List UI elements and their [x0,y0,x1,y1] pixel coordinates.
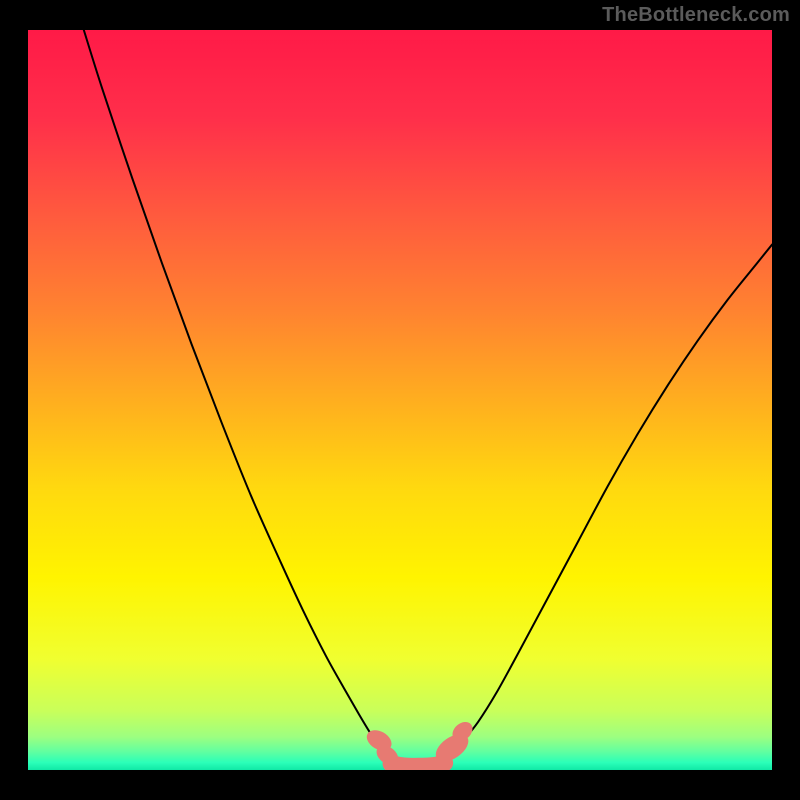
plot-background [28,30,772,770]
valley-bar-marker [391,763,445,766]
bottleneck-chart: TheBottleneck.com [0,0,800,800]
watermark-text: TheBottleneck.com [602,4,790,27]
chart-svg [0,0,800,800]
